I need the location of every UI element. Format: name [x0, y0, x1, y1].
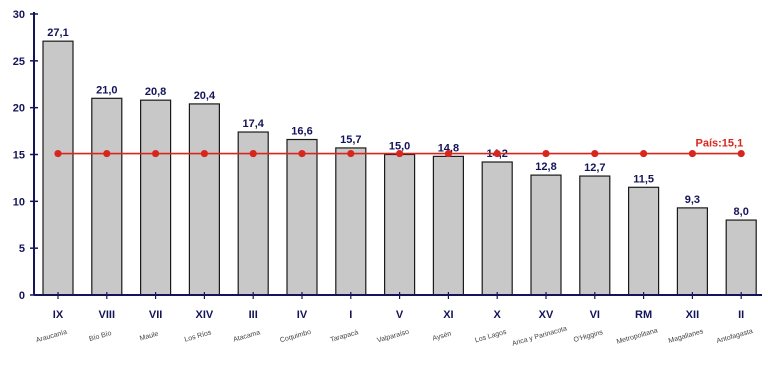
bar-value-label: 15,7 [340, 134, 361, 146]
bar [627, 186, 660, 296]
bar [579, 175, 611, 296]
x-category-label: VIII [99, 309, 116, 321]
bar [91, 97, 123, 296]
bar-value-label: 21,0 [96, 84, 117, 96]
bar [676, 207, 709, 296]
x-category-label: V [396, 309, 404, 321]
bar-value-label: 20,8 [145, 86, 166, 98]
x-category-label: II [738, 309, 744, 321]
x-region-name: Atacama [233, 329, 262, 343]
bar [140, 99, 172, 296]
reference-point [444, 149, 452, 158]
reference-line-label: País:15,1 [695, 138, 743, 150]
reference-point [298, 149, 306, 158]
y-tick-label: 15 [13, 150, 25, 162]
bar-value-label: 8,0 [734, 206, 749, 218]
x-category-label: XII [686, 309, 699, 321]
reference-point [396, 149, 404, 158]
x-category-label: XIV [196, 309, 214, 321]
y-tick-label: 0 [19, 290, 25, 302]
y-tick-label: 25 [13, 56, 25, 68]
x-region-name: Maule [139, 331, 159, 343]
x-region-name: Tarapacá [330, 329, 360, 344]
y-tick-label: 30 [13, 9, 25, 21]
reference-point [103, 149, 111, 158]
x-category-label: I [349, 309, 352, 321]
bar-value-label: 17,4 [242, 118, 264, 130]
bar-value-label: 16,6 [291, 126, 312, 138]
x-region-name: Antofagasta [716, 328, 754, 345]
x-category-label: X [494, 309, 502, 321]
bar-value-label: 12,7 [584, 162, 605, 174]
y-tick-label: 5 [19, 243, 25, 255]
x-region-name: Bío Bío [88, 330, 112, 343]
x-region-name: Arica y Parinacota [511, 325, 568, 347]
bar-value-label: 14,8 [438, 142, 459, 154]
x-region-name: Los Lagos [474, 329, 507, 345]
bar [237, 131, 269, 296]
reference-point [542, 149, 550, 158]
bar-value-label: 11,5 [633, 173, 654, 185]
y-tick-label: 20 [13, 103, 25, 115]
bar [384, 153, 416, 296]
bar-value-label: 12,8 [535, 161, 556, 173]
x-category-label: XI [443, 309, 453, 321]
reference-point [591, 149, 599, 158]
x-category-label: XV [539, 309, 554, 321]
bar [725, 219, 757, 296]
x-region-name: Metropolitana [616, 327, 659, 345]
reference-point [249, 149, 257, 158]
bar [42, 40, 74, 296]
reference-point [347, 149, 355, 158]
x-category-label: IX [53, 309, 64, 321]
reference-point [640, 149, 648, 158]
x-region-name: Magallanes [668, 328, 705, 345]
bar-value-label: 20,4 [194, 90, 216, 102]
x-region-name: Aysén [432, 331, 453, 343]
x-region-name: Coquimbo [279, 329, 312, 345]
reference-point [54, 149, 62, 158]
bar [432, 155, 464, 296]
x-category-label: VI [590, 309, 600, 321]
y-tick-label: 10 [13, 196, 25, 208]
reference-point [737, 149, 745, 158]
reference-point [152, 149, 160, 158]
x-region-name: Valparaíso [376, 329, 410, 345]
bar-value-label: 27,1 [47, 27, 68, 39]
reference-point [688, 149, 697, 158]
x-category-label: IV [297, 309, 308, 321]
bar [530, 174, 562, 296]
bar [335, 147, 367, 296]
y-axis: 0 5 10 15 20 25 30 [13, 9, 38, 302]
x-category-label: RM [635, 309, 652, 321]
bar-value-label: 15,0 [389, 141, 410, 153]
x-region-name: Araucanía [35, 329, 68, 345]
reference-line: País:15,1 [54, 138, 745, 158]
x-region-name: Los Ríos [184, 329, 213, 343]
reference-point [493, 149, 501, 158]
x-region-name: O'Higgins [573, 329, 604, 344]
reference-point [200, 149, 208, 158]
bar [188, 103, 220, 296]
bar-value-label: 9,3 [685, 194, 700, 206]
x-category-label: III [249, 309, 258, 321]
bars: 27,121,020,820,417,416,615,715,014,814,2… [42, 27, 757, 296]
x-category-label: VII [149, 309, 162, 321]
bar [286, 138, 318, 296]
bar [481, 161, 513, 296]
